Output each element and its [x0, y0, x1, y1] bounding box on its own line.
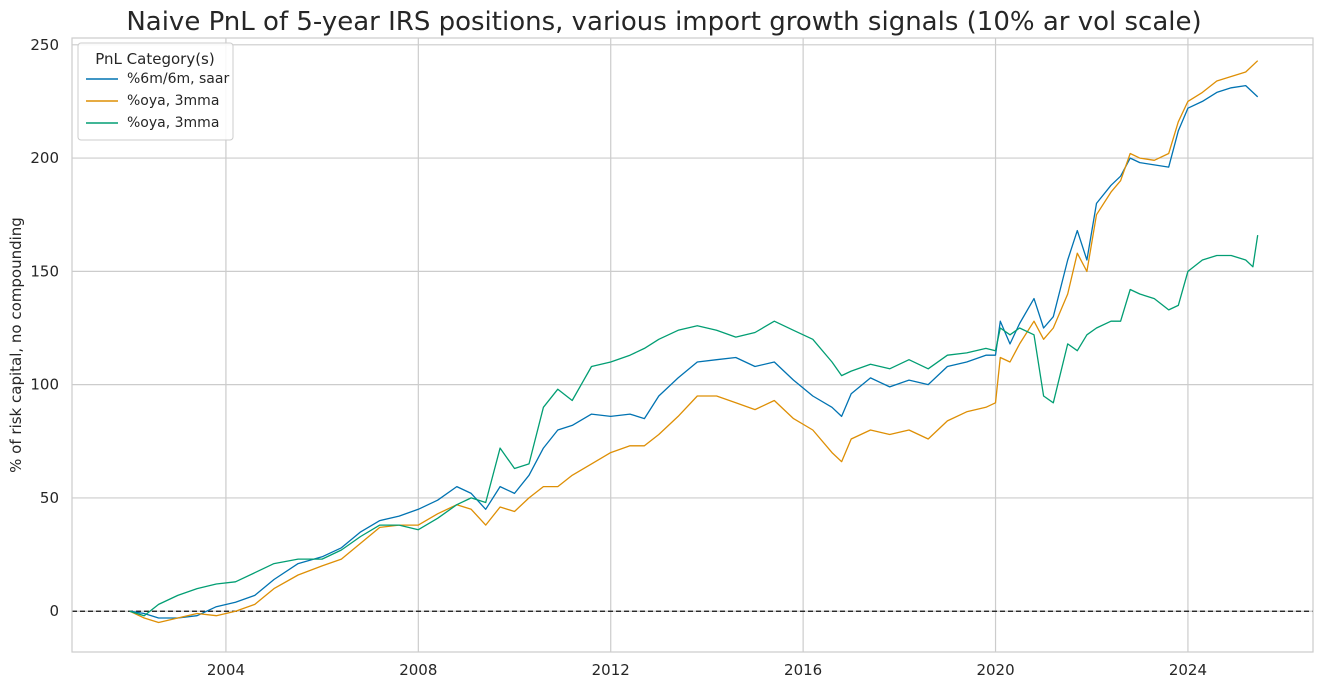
y-axis-ticks: 0 50 100 150 200 250	[30, 36, 59, 620]
legend-label-2: %oya, 3mma	[127, 93, 219, 109]
plot-frame	[71, 37, 1314, 653]
y-tick-label: 200	[30, 149, 59, 167]
y-tick-label: 50	[40, 489, 59, 507]
grid-lines	[72, 38, 1313, 652]
x-tick-label: 2016	[784, 661, 822, 679]
legend-label-3: %oya, 3mma	[127, 115, 219, 131]
y-tick-label: 150	[30, 262, 59, 280]
legend-title: PnL Category(s)	[95, 50, 214, 68]
x-axis-ticks: 2004 2008 2012 2016 2020 2024	[207, 661, 1207, 679]
series-line-2	[129, 60, 1259, 624]
series-line-3	[129, 235, 1259, 617]
legend-label-1: %6m/6m, saar	[127, 71, 229, 87]
x-tick-label: 2012	[592, 661, 630, 679]
legend: PnL Category(s) %6m/6m, saar %oya, 3mma %o…	[77, 42, 234, 141]
x-tick-label: 2008	[399, 661, 437, 679]
y-axis-label: % of risk capital, no compounding	[7, 217, 25, 473]
y-tick-label: 250	[30, 36, 59, 54]
series-line-1	[129, 84, 1259, 619]
series-lines	[129, 60, 1259, 624]
x-tick-label: 2004	[207, 661, 245, 679]
chart-title: Naive PnL of 5-year IRS positions, vario…	[126, 7, 1201, 37]
x-tick-label: 2024	[1169, 661, 1207, 679]
y-tick-label: 100	[30, 376, 59, 394]
y-tick-label: 0	[49, 602, 59, 620]
legend-box	[77, 42, 234, 141]
x-tick-label: 2020	[976, 661, 1014, 679]
